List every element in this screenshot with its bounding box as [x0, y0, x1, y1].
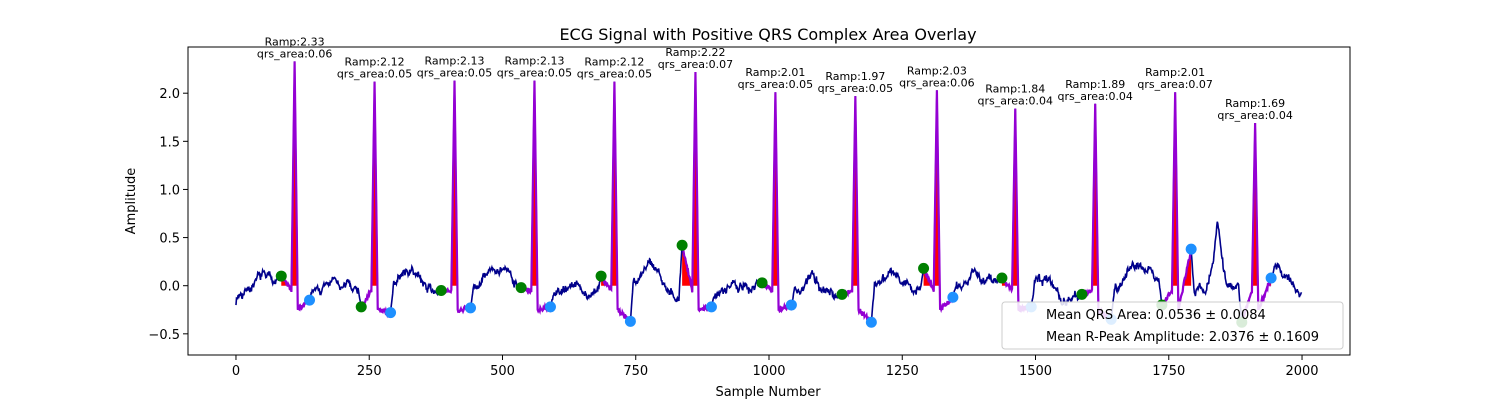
qrs-offset-marker [1185, 243, 1197, 255]
qrs-area-annotation: qrs_area:0.04 [1057, 90, 1132, 103]
x-tick-label: 1250 [886, 364, 919, 379]
x-axis: 0 250 500 750 1000 1250 1500 1750 2000 [232, 355, 1319, 379]
qrs-area-annotation: qrs_area:0.05 [497, 67, 572, 80]
qrs-area-annotation: qrs_area:0.07 [658, 58, 733, 71]
x-tick-label: 1000 [752, 364, 785, 379]
qrs-offset-marker [624, 315, 636, 327]
qrs-area-annotation: qrs_area:0.06 [899, 76, 974, 89]
qrs-offset-marker [1265, 272, 1277, 284]
qrs-segment-line [1080, 103, 1113, 325]
qrs-offset-marker [705, 301, 717, 313]
qrs-area-annotation: qrs_area:0.05 [337, 68, 412, 81]
qrs-area-annotation: qrs_area:0.05 [818, 82, 893, 95]
r-amp-annotation: Ramp:2.13 [504, 55, 564, 68]
x-tick-label: 500 [490, 364, 515, 379]
legend-entry-r-peak: Mean R-Peak Amplitude: 2.0376 ± 0.1609 [1046, 330, 1319, 345]
r-amp-annotation: Ramp:2.01 [1145, 66, 1205, 79]
qrs-segment-line [280, 61, 310, 312]
y-tick-label: 1.0 [159, 183, 180, 198]
r-amp-annotation: Ramp:1.97 [825, 70, 885, 83]
qrs-onset-marker [275, 270, 287, 282]
qrs-offset-marker [865, 316, 877, 328]
qrs-offset-marker [304, 294, 316, 306]
qrs-segment-line [1240, 123, 1272, 323]
legend-box [1001, 301, 1344, 350]
r-amp-annotation: Ramp:2.03 [907, 64, 967, 77]
qrs-onset-marker [1076, 288, 1088, 300]
qrs-segment-line [841, 96, 873, 326]
r-amp-annotation: Ramp:1.84 [985, 83, 1045, 96]
x-tick-label: 1750 [1152, 364, 1185, 379]
qrs-offset-marker [785, 299, 797, 311]
x-axis-label: Sample Number [715, 385, 821, 400]
qrs-onset-marker [676, 239, 688, 251]
r-amp-annotation: Ramp:2.12 [584, 56, 644, 69]
x-tick-label: 2000 [1285, 364, 1318, 379]
y-tick-label: 2.0 [159, 87, 180, 102]
qrs-area-annotation: qrs_area:0.07 [1137, 78, 1212, 91]
x-tick-label: 0 [232, 364, 240, 379]
qrs-area-annotation: qrs_area:0.05 [417, 67, 492, 80]
y-tick-label: 0.0 [159, 280, 180, 295]
r-amp-annotation: Ramp:2.01 [745, 66, 805, 79]
x-tick-label: 250 [357, 364, 382, 379]
qrs-area-annotation: qrs_area:0.06 [257, 47, 332, 60]
r-amp-annotation: Ramp:2.22 [665, 46, 725, 59]
qrs-onset-marker [996, 272, 1008, 284]
qrs-area-annotation: qrs_area:0.05 [577, 68, 652, 81]
y-tick-label: 0.5 [159, 232, 180, 247]
ecg-signal-line [235, 61, 1303, 326]
r-amp-annotation: Ramp:2.12 [345, 56, 405, 69]
plot-area [235, 61, 1303, 328]
legend-entry-qrs-area: Mean QRS Area: 0.0536 ± 0.0084 [1046, 308, 1266, 323]
r-amp-annotation: Ramp:1.69 [1225, 97, 1285, 110]
y-axis-label: Amplitude [124, 168, 139, 235]
qrs-area-annotation: qrs_area:0.04 [978, 95, 1053, 108]
qrs-offset-marker [544, 301, 556, 313]
qrs-offset-marker [947, 291, 959, 303]
signal-layer [235, 61, 1303, 326]
qrs-segment-line [1160, 92, 1193, 311]
x-tick-label: 750 [623, 364, 648, 379]
qrs-onset-marker [515, 282, 527, 294]
qrs-onset-marker [756, 277, 768, 289]
qrs-onset-marker [918, 262, 930, 274]
r-amp-annotation: Ramp:1.89 [1065, 78, 1125, 91]
qrs-area-annotation: qrs_area:0.04 [1217, 109, 1292, 122]
x-tick-label: 1500 [1019, 364, 1052, 379]
qrs-offset-marker [465, 302, 477, 314]
legend: Mean QRS Area: 0.0536 ± 0.0084 Mean R-Pe… [1001, 301, 1344, 350]
qrs-area-annotation: qrs_area:0.05 [738, 78, 813, 91]
qrs-segment-line [600, 81, 631, 325]
qrs-onset-marker [355, 301, 367, 313]
r-amp-annotation: Ramp:2.13 [424, 55, 484, 68]
r-amp-annotation: Ramp:2.33 [265, 35, 325, 48]
qrs-onset-marker [435, 285, 447, 297]
annotation-layer: Ramp:2.33qrs_area:0.06Ramp:2.12qrs_area:… [257, 35, 1293, 122]
qrs-offset-marker [385, 307, 397, 319]
y-axis: −0.5 0.0 0.5 1.0 1.5 2.0 [148, 87, 188, 343]
qrs-onset-marker [595, 270, 607, 282]
y-tick-label: −0.5 [148, 328, 180, 343]
chart-title: ECG Signal with Positive QRS Complex Are… [559, 25, 976, 44]
qrs-onset-marker [836, 288, 848, 300]
y-tick-label: 1.5 [159, 135, 180, 150]
qrs-segment-line [922, 90, 954, 314]
